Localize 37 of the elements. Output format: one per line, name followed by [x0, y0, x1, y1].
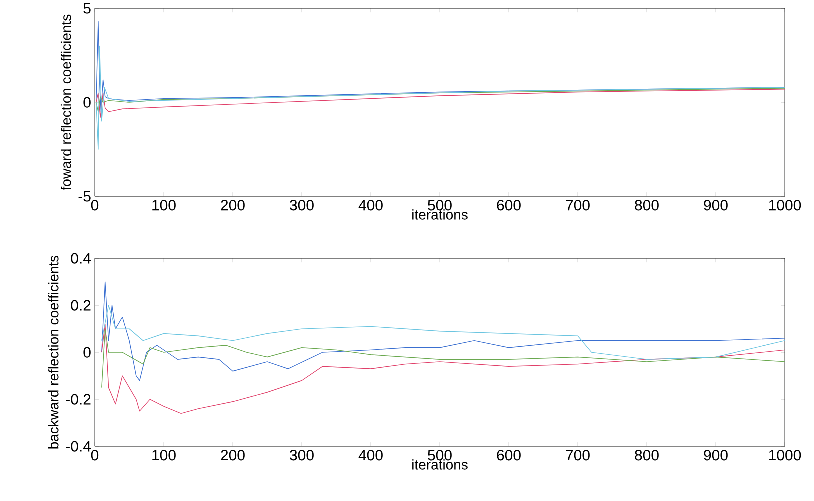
line-series [102, 305, 786, 360]
x-tick-label: 600 [497, 450, 521, 461]
x-tick-label: 700 [566, 450, 590, 461]
x-tick-label: 1000 [769, 200, 802, 211]
x-tick-label: 100 [152, 450, 176, 461]
x-tick-label: 0 [91, 450, 99, 461]
y-tick-label: -0.4 [66, 441, 92, 452]
x-tick-label: 300 [290, 200, 314, 211]
x-tick-label: 100 [152, 200, 176, 211]
y-tick-label: -5 [78, 192, 91, 202]
x-axis-title: iterations [412, 460, 468, 470]
x-tick-label: 500 [428, 450, 452, 461]
x-tick-label: 400 [358, 450, 383, 461]
y-tick-label: 5 [84, 4, 91, 14]
x-tick-label: 200 [221, 200, 245, 211]
x-tick-label: 300 [290, 450, 314, 461]
x-tick-label: 900 [704, 450, 728, 461]
y-tick-label: -0.2 [66, 394, 91, 406]
y-tick-label: 0 [84, 347, 91, 358]
line-series [102, 328, 786, 388]
x-tick-label: 200 [221, 450, 245, 461]
x-axis-title: iterations [412, 210, 468, 220]
x-tick-label: 900 [704, 200, 728, 211]
y-axis-title: foward reflection coefficients [60, 15, 72, 191]
x-tick-label: 600 [497, 200, 521, 211]
x-tick-label: 400 [358, 200, 383, 211]
y-tick-label: 0.4 [71, 253, 92, 264]
x-tick-label: 1000 [769, 450, 802, 461]
x-tick-label: 800 [635, 200, 659, 211]
y-tick-label: 0.2 [71, 300, 91, 312]
x-tick-label: 500 [428, 200, 452, 211]
x-tick-label: 800 [635, 450, 659, 461]
y-axis-title: backward reflection coefficients [48, 256, 59, 450]
x-tick-label: 700 [566, 200, 590, 211]
y-tick-label: 0 [84, 97, 91, 108]
x-tick-label: 0 [91, 200, 99, 211]
line-series [102, 324, 786, 414]
